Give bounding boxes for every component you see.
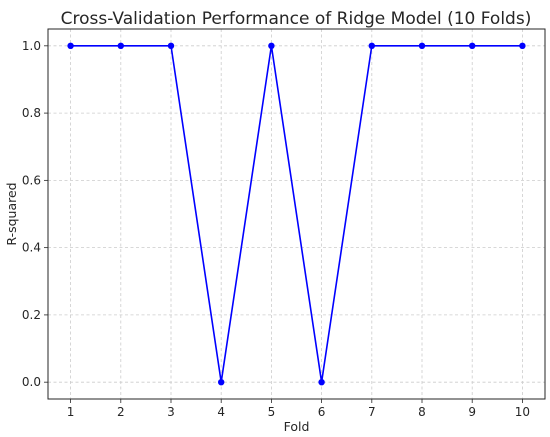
- x-tick-label: 1: [67, 405, 75, 419]
- y-tick-label: 0.0: [22, 375, 41, 389]
- y-tick-label: 0.6: [22, 173, 41, 187]
- grid-lines: [48, 29, 545, 399]
- x-tick-label: 9: [468, 405, 476, 419]
- data-point: [519, 42, 526, 50]
- data-point: [418, 42, 426, 50]
- x-tick-label: 7: [368, 405, 376, 419]
- x-tick-label: 8: [418, 405, 426, 419]
- data-point: [268, 42, 275, 50]
- y-tick-label: 0.4: [22, 241, 41, 255]
- x-axis-label: Fold: [284, 419, 310, 434]
- x-tick-label: 2: [117, 405, 125, 419]
- x-tick-label: 10: [515, 405, 530, 419]
- data-point: [368, 42, 376, 50]
- x-tick-label: 4: [217, 405, 225, 419]
- data-point: [217, 378, 225, 386]
- x-tick-label: 6: [318, 405, 326, 419]
- data-series: [67, 42, 526, 386]
- plot-frame: [47, 28, 546, 400]
- series-line: [70, 45, 523, 383]
- data-point: [67, 42, 74, 50]
- x-tick-label: 3: [167, 405, 175, 419]
- data-point: [167, 42, 175, 50]
- x-tick-label: 5: [268, 405, 276, 419]
- y-axis-label: R-squared: [4, 182, 19, 245]
- data-point: [318, 378, 325, 386]
- axis-ticks: 1 2 3 4 5 6 7 8 9 10 0.0 0.2 0.4 0.6 0.8 1.0: [22, 39, 530, 419]
- data-point: [469, 42, 476, 50]
- y-tick-label: 0.2: [22, 308, 41, 322]
- chart-title: Cross-Validation Performance of Ridge Mo…: [61, 9, 532, 29]
- data-point: [117, 42, 124, 50]
- y-tick-label: 1.0: [22, 39, 41, 53]
- y-tick-label: 0.8: [22, 106, 41, 120]
